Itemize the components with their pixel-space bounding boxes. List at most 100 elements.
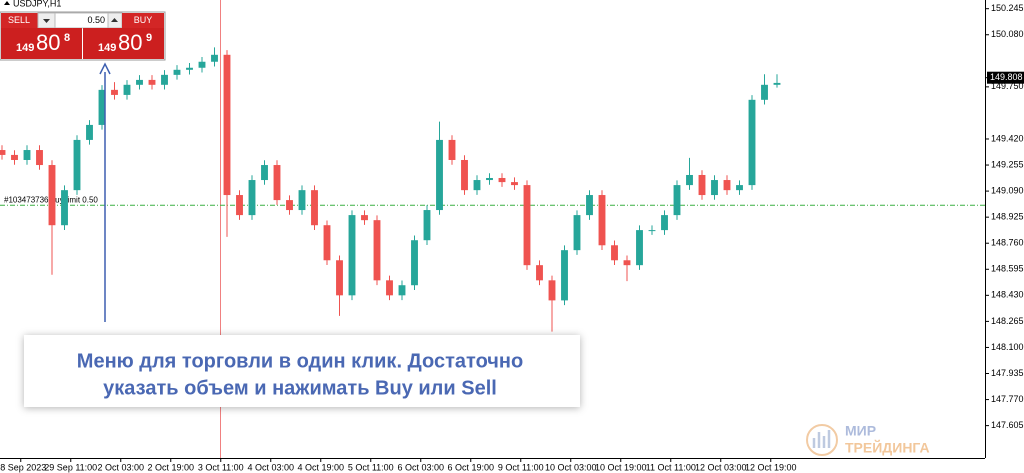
x-tick-label: 10 Oct 19:00 [595,462,647,472]
candle-body [586,195,593,216]
candle-body [711,180,718,196]
candle-body [436,139,443,211]
sell-button[interactable] [1,28,82,59]
volume-value[interactable]: 0.50 [87,15,105,25]
candle-body [0,150,6,155]
y-tick-label: 148.760 [991,238,1024,248]
candle-body [523,185,531,266]
candle-body [86,124,93,140]
sell-label[interactable]: SELL [8,15,30,25]
candle-body [723,180,731,191]
candle-body [736,185,743,191]
y-tick-label: 148.430 [991,290,1024,300]
y-tick-label: 147.935 [991,368,1024,378]
candle-body [386,280,393,296]
candle-body [36,150,43,166]
x-tick-label: 4 Oct 19:00 [297,462,344,472]
x-tick-label: 6 Oct 19:00 [447,462,494,472]
x-tick-label: 5 Oct 11:00 [348,462,394,472]
x-tick-label: 28 Sep 2023 [0,462,46,472]
arrow-head [99,62,111,75]
y-tick-label: 148.925 [991,212,1024,222]
candle-body [11,154,18,160]
candle-body [48,165,56,226]
last-price-label: 149.808 [990,72,1023,82]
candle-body [298,190,306,211]
candle-body [411,240,418,286]
candle-body [248,180,256,216]
logo-text: ТРЕЙДИНГА [845,439,930,456]
candle-body [536,265,543,281]
collapse-icon[interactable] [4,1,10,5]
buy-label[interactable]: BUY [134,15,153,25]
chart-title: USDJPY,H1 [13,0,61,8]
plot: #103473736 buy limit 0.50 [0,47,985,332]
candle-body [323,225,331,261]
price-fraction: 9 [146,32,152,44]
candle-body [236,195,243,216]
logo: МИР ТРЕЙДИНГА [806,423,930,456]
candle-body [498,177,506,183]
y-tick-label: 148.100 [991,342,1024,352]
candle-body [211,54,218,62]
candle-body [23,150,31,160]
x-tick-label: 12 Oct 19:00 [745,462,797,472]
y-tick-label: 147.770 [991,394,1024,404]
candle-body [623,260,631,266]
candle-body [648,230,656,232]
candle-body [148,79,156,85]
y-tick-label: 149.750 [991,81,1024,91]
y-tick-label: 148.265 [991,316,1024,326]
x-tick-label: 4 Oct 03:00 [247,462,294,472]
candle-body [461,159,468,191]
candle-body [398,285,406,296]
y-tick-label: 149.090 [991,185,1024,195]
candle-body [173,69,181,75]
buy-tab[interactable] [122,13,164,28]
candle-body [686,174,693,186]
x-tick-label: 29 Sep 11:00 [44,462,97,472]
y-tick-label: 149.255 [991,159,1024,169]
y-tick-label: 150.080 [991,29,1024,39]
x-tick-label: 2 Oct 03:00 [97,462,144,472]
price-big-figure: 149 [16,42,34,54]
logo-bars [812,430,831,448]
logo-icon [806,424,838,456]
candle-body [598,195,606,246]
y-tick-label: 147.605 [991,420,1024,430]
candle-body [111,89,118,95]
candle-body [123,84,131,95]
candle-body [136,79,143,85]
sell-tab[interactable] [1,13,38,28]
candle-body [198,61,206,68]
price-pips: 80 [36,30,60,55]
price-big-figure: 149 [98,42,116,54]
candle-body [473,180,481,191]
buy-button[interactable] [83,28,164,59]
x-tick-label: 2 Oct 19:00 [147,462,194,472]
candle-body [486,177,493,181]
candle-body [336,260,343,296]
candle-body [261,165,268,181]
y-tick-label: 149.420 [991,133,1024,143]
candle-body [761,84,768,100]
candle-body [223,54,231,196]
candle-body [286,200,293,211]
price-fraction: 8 [64,32,70,44]
candle-body [748,99,756,186]
candle-body [773,82,781,85]
x-tick-label: 12 Oct 03:00 [695,462,747,472]
candle-body [636,230,643,266]
candle-body [423,210,431,241]
candle-body [448,139,456,160]
x-tick-label: 11 Oct 11:00 [646,462,696,472]
candle-body [348,215,356,296]
x-tick-label: 10 Oct 03:00 [545,462,597,472]
y-tick-label: 150.245 [991,3,1024,13]
x-tick-label: 6 Oct 03:00 [397,462,444,472]
trade-panel: SELL 0.50 BUY 149 80 8 149 80 9 [0,11,166,61]
logo-text: МИР [845,423,876,439]
candle-body [661,215,668,231]
y-tick-label: 148.595 [991,264,1024,274]
